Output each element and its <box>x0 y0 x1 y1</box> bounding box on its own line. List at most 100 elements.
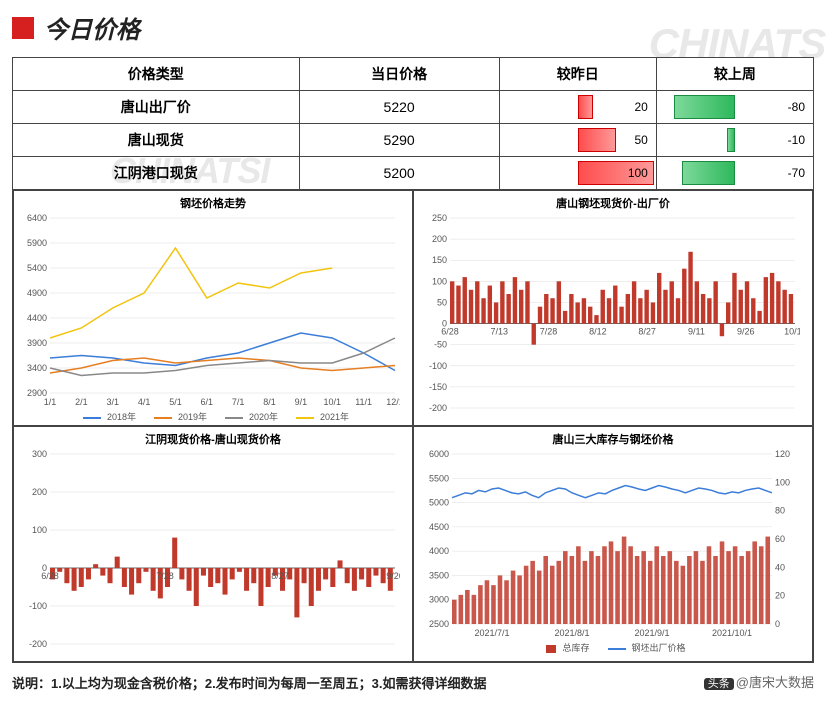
svg-text:4000: 4000 <box>429 546 449 556</box>
svg-text:3500: 3500 <box>429 570 449 580</box>
svg-text:-100: -100 <box>29 601 47 611</box>
chart-title: 唐山三大库存与钢坯价格 <box>420 431 806 447</box>
svg-text:11/1: 11/1 <box>355 397 372 407</box>
svg-text:4/1: 4/1 <box>138 397 151 407</box>
table-header: 当日价格 <box>299 58 499 91</box>
legend-item: 2021年 <box>290 412 349 422</box>
svg-text:12/1: 12/1 <box>386 397 400 407</box>
table-header: 价格类型 <box>13 58 300 91</box>
svg-text:40: 40 <box>775 562 785 572</box>
svg-text:4900: 4900 <box>27 288 47 298</box>
svg-text:20: 20 <box>775 591 785 601</box>
svg-text:100: 100 <box>775 477 790 487</box>
svg-text:6000: 6000 <box>429 449 449 459</box>
chart-spread2: 江阴现货价格-唐山现货价格 -200-10001002003006/287/28… <box>13 426 413 662</box>
svg-text:2/1: 2/1 <box>75 397 88 407</box>
price-table: 价格类型当日价格较昨日较上周 唐山出厂价522020-80唐山现货529050-… <box>12 57 814 190</box>
chart-legend: 总库存 钢坯出厂价格 <box>420 641 806 654</box>
svg-text:8/27: 8/27 <box>271 571 289 581</box>
svg-text:2021/9/1: 2021/9/1 <box>634 628 669 638</box>
svg-text:200: 200 <box>432 234 447 244</box>
page-header: 今日价格 <box>12 10 814 45</box>
legend-item: 钢坯出厂价格 <box>602 643 686 653</box>
svg-text:-100: -100 <box>429 361 447 371</box>
svg-text:2021/8/1: 2021/8/1 <box>554 628 589 638</box>
legend-item: 总库存 <box>540 643 589 653</box>
table-header: 较昨日 <box>499 58 656 91</box>
vs-week: -80 <box>656 91 813 124</box>
legend-item: 2020年 <box>219 412 278 422</box>
svg-text:5000: 5000 <box>429 498 449 508</box>
svg-text:-200: -200 <box>429 403 447 413</box>
svg-text:9/1: 9/1 <box>295 397 308 407</box>
svg-text:6/1: 6/1 <box>201 397 214 407</box>
vs-week: -10 <box>656 124 813 157</box>
svg-text:7/1: 7/1 <box>232 397 245 407</box>
vs-day: 50 <box>499 124 656 157</box>
chart-title: 唐山钢坯现货价-出厂价 <box>420 195 806 211</box>
svg-text:50: 50 <box>437 297 447 307</box>
svg-text:8/27: 8/27 <box>638 327 656 337</box>
svg-text:6400: 6400 <box>27 213 47 223</box>
svg-text:3400: 3400 <box>27 363 47 373</box>
svg-text:6/28: 6/28 <box>441 327 459 337</box>
title-icon <box>12 17 34 39</box>
row-price: 5290 <box>299 124 499 157</box>
attribution-badge: 头条 <box>704 678 734 690</box>
svg-text:-50: -50 <box>434 340 447 350</box>
svg-text:200: 200 <box>32 487 47 497</box>
row-label: 唐山出厂价 <box>13 91 300 124</box>
vs-day: 100 <box>499 157 656 190</box>
svg-text:-200: -200 <box>29 639 47 649</box>
row-price: 5220 <box>299 91 499 124</box>
svg-text:5400: 5400 <box>27 263 47 273</box>
svg-text:9/26: 9/26 <box>386 571 400 581</box>
charts-grid: 钢坯价格走势 290034003900440049005400590064001… <box>12 190 814 663</box>
svg-text:7/28: 7/28 <box>540 327 558 337</box>
footer-note: 说明：1.以上均为现金含税价格；2.发布时间为每周一至周五；3.如需获得详细数据 <box>12 673 814 692</box>
svg-text:4400: 4400 <box>27 313 47 323</box>
svg-text:100: 100 <box>432 276 447 286</box>
svg-text:100: 100 <box>32 525 47 535</box>
svg-text:80: 80 <box>775 506 785 516</box>
svg-text:2021/10/1: 2021/10/1 <box>712 628 752 638</box>
svg-text:6/28: 6/28 <box>41 571 59 581</box>
svg-text:8/1: 8/1 <box>263 397 276 407</box>
svg-text:9/11: 9/11 <box>688 327 705 337</box>
svg-text:2021/7/1: 2021/7/1 <box>474 628 509 638</box>
svg-text:120: 120 <box>775 449 790 459</box>
vs-week: -70 <box>656 157 813 190</box>
legend-item: 2018年 <box>77 412 136 422</box>
row-label: 江阴港口现货 <box>13 157 300 190</box>
svg-text:0: 0 <box>775 619 780 629</box>
row-price: 5200 <box>299 157 499 190</box>
svg-text:4500: 4500 <box>429 522 449 532</box>
attribution: 头条@唐宋大数据 <box>700 671 818 692</box>
svg-text:3000: 3000 <box>429 595 449 605</box>
svg-text:7/28: 7/28 <box>156 571 174 581</box>
svg-text:2500: 2500 <box>429 619 449 629</box>
legend-item: 2019年 <box>148 412 207 422</box>
svg-text:250: 250 <box>432 213 447 223</box>
svg-text:5500: 5500 <box>429 473 449 483</box>
chart-title: 江阴现货价格-唐山现货价格 <box>20 431 406 447</box>
table-row: 唐山现货529050-10 <box>13 124 814 157</box>
svg-text:9/26: 9/26 <box>737 327 755 337</box>
svg-text:-150: -150 <box>429 382 447 392</box>
table-row: 唐山出厂价522020-80 <box>13 91 814 124</box>
svg-text:300: 300 <box>32 449 47 459</box>
svg-text:150: 150 <box>432 255 447 265</box>
chart-spread1: 唐山钢坯现货价-出厂价 -200-150-100-500501001502002… <box>413 190 813 426</box>
svg-text:3900: 3900 <box>27 338 47 348</box>
chart-title: 钢坯价格走势 <box>20 195 406 211</box>
vs-day: 20 <box>499 91 656 124</box>
chart-trend: 钢坯价格走势 290034003900440049005400590064001… <box>13 190 413 426</box>
svg-text:5/1: 5/1 <box>169 397 182 407</box>
table-header: 较上周 <box>656 58 813 91</box>
svg-text:10/1: 10/1 <box>324 397 342 407</box>
svg-text:8/12: 8/12 <box>589 327 607 337</box>
svg-text:7/13: 7/13 <box>491 327 509 337</box>
table-row: 江阴港口现货5200100-70 <box>13 157 814 190</box>
svg-text:1/1: 1/1 <box>44 397 57 407</box>
svg-text:60: 60 <box>775 534 785 544</box>
